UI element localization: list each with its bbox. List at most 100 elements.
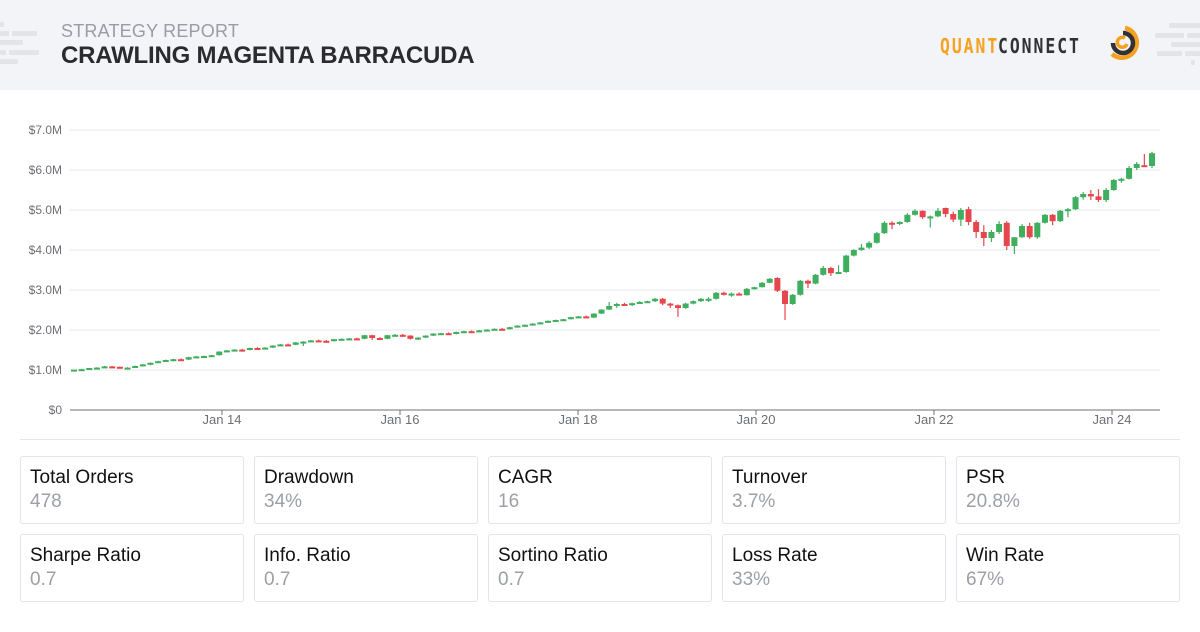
candle bbox=[71, 369, 77, 372]
logo-text-connect: CONNECT bbox=[998, 34, 1082, 58]
candle bbox=[950, 211, 957, 222]
metric-value: 3.7% bbox=[732, 491, 776, 512]
metric-label: Turnover bbox=[732, 467, 808, 488]
metric-label: Total Orders bbox=[30, 467, 134, 488]
candle bbox=[545, 320, 552, 323]
candle bbox=[919, 210, 926, 219]
candle bbox=[124, 367, 131, 370]
candle bbox=[598, 309, 605, 314]
metric-label: Loss Rate bbox=[732, 545, 818, 566]
candle bbox=[720, 291, 727, 296]
y-axis-tick-label: $4.0M bbox=[28, 243, 62, 257]
candle bbox=[1011, 237, 1018, 254]
candle bbox=[239, 348, 246, 352]
candle bbox=[269, 345, 276, 348]
candle bbox=[705, 297, 712, 302]
candle bbox=[315, 339, 322, 343]
candle bbox=[445, 332, 452, 336]
metric-card-total-orders: Total Orders 478 bbox=[20, 456, 244, 524]
metric-value: 0.7 bbox=[30, 569, 57, 590]
candle bbox=[911, 209, 918, 216]
equity-candlestick-chart: $0 $1.0M $2.0M $3.0M $4.0M $5.0M $6.0M $7.0M Ja… bbox=[0, 110, 1200, 440]
candle bbox=[353, 337, 360, 341]
candle bbox=[567, 316, 574, 320]
candle bbox=[499, 328, 506, 331]
candle bbox=[415, 337, 422, 340]
candle bbox=[430, 333, 437, 336]
candle bbox=[759, 282, 766, 288]
metric-card-turnover: Turnover 3.7% bbox=[722, 456, 946, 524]
quantconnect-logo-icon bbox=[1110, 25, 1140, 60]
candle bbox=[200, 355, 207, 358]
candle bbox=[346, 338, 353, 341]
candle bbox=[132, 365, 139, 368]
candle bbox=[996, 221, 1003, 234]
y-axis-tick-label: $7.0M bbox=[28, 123, 62, 137]
candle bbox=[185, 356, 192, 360]
candle bbox=[1118, 178, 1125, 183]
candle bbox=[629, 302, 636, 306]
candle bbox=[323, 340, 330, 343]
y-axis-tick-label: $0 bbox=[48, 403, 62, 417]
report-header: STRATEGY REPORT CRAWLING MAGENTA BARRACU… bbox=[0, 0, 1200, 90]
candle bbox=[797, 280, 804, 296]
metric-value: 67% bbox=[966, 569, 1005, 590]
candle bbox=[751, 286, 758, 290]
candle bbox=[858, 244, 865, 251]
candle bbox=[575, 316, 582, 319]
candle bbox=[422, 335, 429, 338]
candle bbox=[789, 294, 796, 305]
candle bbox=[934, 208, 941, 218]
candle bbox=[529, 323, 536, 326]
candle bbox=[223, 350, 230, 353]
candle bbox=[522, 324, 529, 327]
candle bbox=[1080, 192, 1087, 200]
candle bbox=[78, 368, 85, 372]
candle bbox=[277, 344, 284, 347]
candle bbox=[491, 328, 498, 331]
metric-value: 34% bbox=[264, 491, 303, 512]
candle bbox=[644, 300, 651, 304]
logo-text-quant: QUANT bbox=[940, 34, 1000, 58]
candle bbox=[927, 215, 934, 228]
candle bbox=[155, 360, 162, 364]
candle bbox=[407, 335, 414, 340]
candle bbox=[292, 342, 299, 346]
candle bbox=[330, 338, 337, 342]
candle bbox=[1095, 189, 1102, 202]
candle bbox=[1149, 152, 1155, 168]
candle bbox=[613, 302, 620, 308]
candle bbox=[674, 304, 681, 317]
candle bbox=[812, 274, 819, 285]
candle bbox=[437, 332, 444, 336]
x-axis-tick-label: Jan 16 bbox=[380, 412, 420, 427]
candle bbox=[713, 292, 720, 300]
candle bbox=[904, 213, 911, 223]
candle bbox=[116, 366, 123, 369]
candle bbox=[896, 221, 903, 226]
x-axis-tick-label: Jan 20 bbox=[736, 412, 776, 427]
metric-value: 16 bbox=[498, 491, 520, 512]
candle bbox=[338, 338, 345, 341]
candle bbox=[583, 315, 590, 319]
metric-value: 0.7 bbox=[264, 569, 291, 590]
metric-value: 0.7 bbox=[498, 569, 525, 590]
candle bbox=[973, 220, 980, 238]
decorative-lines-left bbox=[0, 20, 45, 65]
candle bbox=[636, 301, 643, 304]
y-axis-tick-label: $3.0M bbox=[28, 283, 62, 297]
candle bbox=[384, 334, 391, 340]
candle bbox=[537, 322, 544, 325]
candle bbox=[399, 334, 406, 337]
candle bbox=[246, 347, 253, 351]
candle bbox=[728, 292, 735, 297]
candle bbox=[980, 225, 987, 246]
metric-card-drawdown: Drawdown 34% bbox=[254, 456, 478, 524]
candle bbox=[667, 302, 674, 308]
candle bbox=[621, 302, 628, 306]
candle bbox=[109, 366, 116, 369]
y-axis-tick-label: $2.0M bbox=[28, 323, 62, 337]
metric-value: 20.8% bbox=[966, 491, 1020, 512]
candle bbox=[476, 330, 483, 333]
x-axis-tick-label: Jan 14 bbox=[202, 412, 242, 427]
